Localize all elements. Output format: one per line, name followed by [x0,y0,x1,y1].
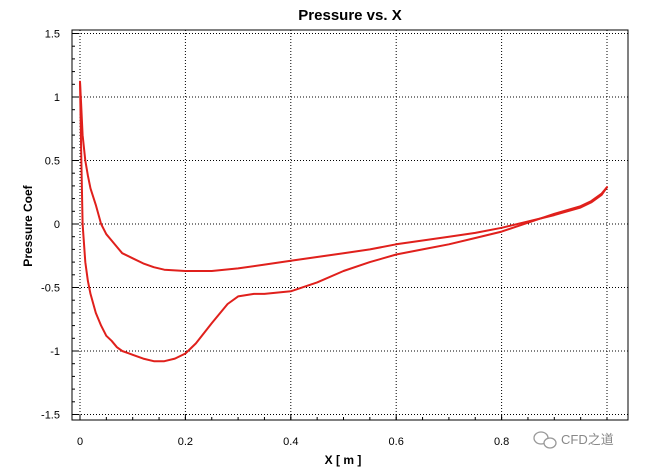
x-tick-label: 0.2 [178,436,193,448]
x-tick-label: 0 [77,436,83,448]
y-tick-label: 0.5 [45,156,60,168]
y-tick-label: 1 [54,92,60,104]
grid-lines [72,30,628,420]
y-tick-label: -1.5 [41,410,60,422]
plot-area-frame [71,29,629,421]
wechat-icon [533,431,557,449]
y-tick-label: 1.5 [45,29,60,41]
series-layer [79,80,608,363]
y-tick-label: 0 [54,219,60,231]
y-tick-label: -1 [50,346,60,358]
x-axis: 0 0.2 0.4 0.6 0.8 [77,414,608,448]
watermark-text: CFD之道 [561,432,614,447]
series-line-1 [79,80,608,272]
watermark: CFD之道 [533,431,614,449]
x-tick-label: 0.6 [389,436,404,448]
x-tick-label: 0.4 [283,436,298,448]
chart-title: Pressure vs. X [298,7,401,24]
y-axis-label: Pressure Coef [21,184,35,266]
series-line-2 [79,80,608,363]
y-tick-label: -0.5 [41,283,60,295]
y-axis: 1.5 1 0.5 0 -0.5 -1 -1.5 [41,29,78,422]
x-tick-label: 0.8 [494,436,509,448]
x-axis-label: X [ m ] [325,453,362,467]
